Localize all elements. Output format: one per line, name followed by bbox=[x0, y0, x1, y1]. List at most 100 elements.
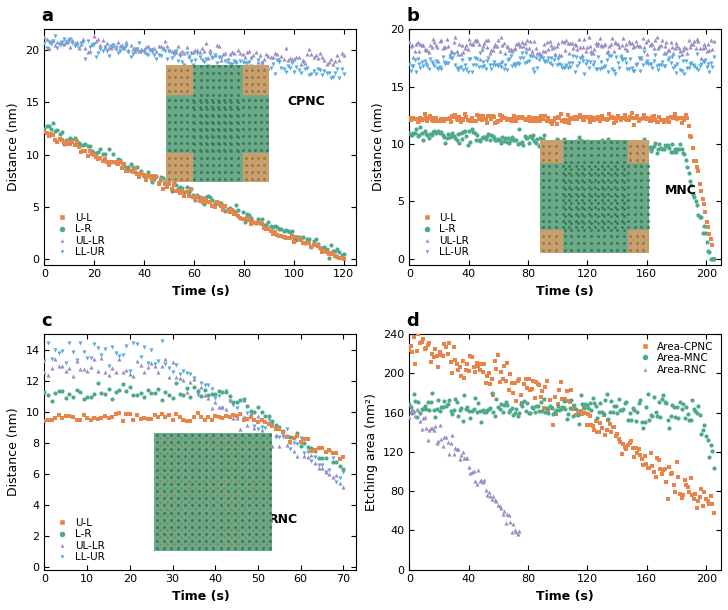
Point bbox=[135, 44, 147, 54]
Point bbox=[674, 46, 686, 56]
Point bbox=[665, 148, 676, 157]
Point bbox=[590, 113, 601, 123]
Point bbox=[243, 46, 255, 56]
Point bbox=[205, 49, 216, 59]
Point bbox=[449, 60, 461, 70]
Point bbox=[534, 381, 545, 390]
Point bbox=[612, 409, 623, 418]
Point bbox=[496, 112, 508, 121]
Point bbox=[153, 412, 165, 422]
Point bbox=[82, 367, 93, 376]
Point bbox=[467, 116, 479, 126]
Point bbox=[701, 217, 713, 227]
Point bbox=[191, 48, 203, 58]
Point bbox=[668, 481, 680, 490]
Point bbox=[243, 57, 255, 67]
Point bbox=[552, 399, 563, 409]
Point bbox=[103, 370, 114, 379]
Point bbox=[245, 213, 257, 223]
Point bbox=[706, 240, 718, 250]
Point bbox=[637, 33, 649, 43]
Point bbox=[442, 437, 454, 447]
Point bbox=[488, 491, 499, 501]
Point bbox=[490, 135, 502, 145]
Point bbox=[138, 171, 149, 181]
Point bbox=[561, 414, 573, 424]
Point bbox=[485, 403, 496, 412]
Point bbox=[599, 430, 611, 440]
Point bbox=[656, 468, 668, 478]
Point bbox=[539, 46, 551, 56]
Point bbox=[99, 389, 111, 399]
Point bbox=[451, 46, 462, 56]
Point bbox=[491, 394, 502, 404]
Point bbox=[646, 411, 658, 421]
Point bbox=[248, 217, 259, 226]
Point bbox=[676, 66, 687, 76]
Point bbox=[579, 408, 591, 418]
Point bbox=[552, 401, 563, 411]
Text: d: d bbox=[406, 312, 419, 329]
Point bbox=[323, 68, 335, 78]
Point bbox=[625, 112, 636, 122]
Point bbox=[316, 461, 328, 470]
Point bbox=[174, 389, 186, 399]
Point bbox=[441, 34, 453, 44]
Point bbox=[537, 406, 548, 416]
Point bbox=[494, 59, 505, 68]
Point bbox=[209, 51, 221, 60]
Point bbox=[451, 397, 462, 407]
Point bbox=[477, 478, 488, 487]
Point bbox=[185, 377, 197, 387]
Point bbox=[43, 38, 55, 48]
Point bbox=[502, 115, 514, 124]
Point bbox=[454, 63, 465, 73]
Point bbox=[256, 59, 268, 68]
Point bbox=[494, 377, 505, 387]
Point bbox=[500, 398, 512, 407]
Point bbox=[591, 64, 603, 74]
Point bbox=[202, 390, 214, 400]
Point bbox=[78, 364, 90, 373]
Point bbox=[411, 346, 423, 356]
Point bbox=[625, 38, 636, 48]
Point bbox=[207, 195, 218, 205]
Point bbox=[423, 338, 435, 348]
Point bbox=[515, 54, 526, 63]
Point bbox=[488, 390, 499, 400]
Point bbox=[194, 48, 205, 57]
Point bbox=[274, 231, 285, 240]
Point bbox=[570, 136, 582, 146]
Point bbox=[437, 402, 448, 412]
Point bbox=[536, 50, 547, 60]
Point bbox=[703, 59, 714, 68]
Point bbox=[406, 347, 418, 357]
Point bbox=[530, 116, 542, 126]
Point bbox=[127, 49, 138, 59]
Point bbox=[704, 229, 716, 239]
Point bbox=[331, 470, 342, 480]
Point bbox=[464, 137, 476, 147]
Point bbox=[495, 32, 507, 41]
Point bbox=[275, 232, 287, 242]
Point bbox=[622, 45, 633, 55]
Point bbox=[570, 404, 582, 414]
Point bbox=[642, 389, 654, 399]
Point bbox=[112, 37, 124, 46]
Point bbox=[619, 398, 630, 407]
Point bbox=[138, 171, 149, 181]
Point bbox=[656, 393, 668, 403]
Point bbox=[577, 137, 589, 146]
Point bbox=[570, 112, 582, 122]
Point bbox=[295, 440, 306, 450]
Point bbox=[291, 439, 303, 449]
Point bbox=[597, 63, 609, 73]
Point bbox=[584, 57, 596, 67]
Point bbox=[631, 448, 643, 458]
Point bbox=[430, 56, 441, 65]
Point bbox=[490, 60, 502, 70]
Point bbox=[446, 368, 458, 378]
Point bbox=[209, 202, 221, 212]
Point bbox=[649, 115, 661, 124]
Point bbox=[127, 390, 139, 400]
